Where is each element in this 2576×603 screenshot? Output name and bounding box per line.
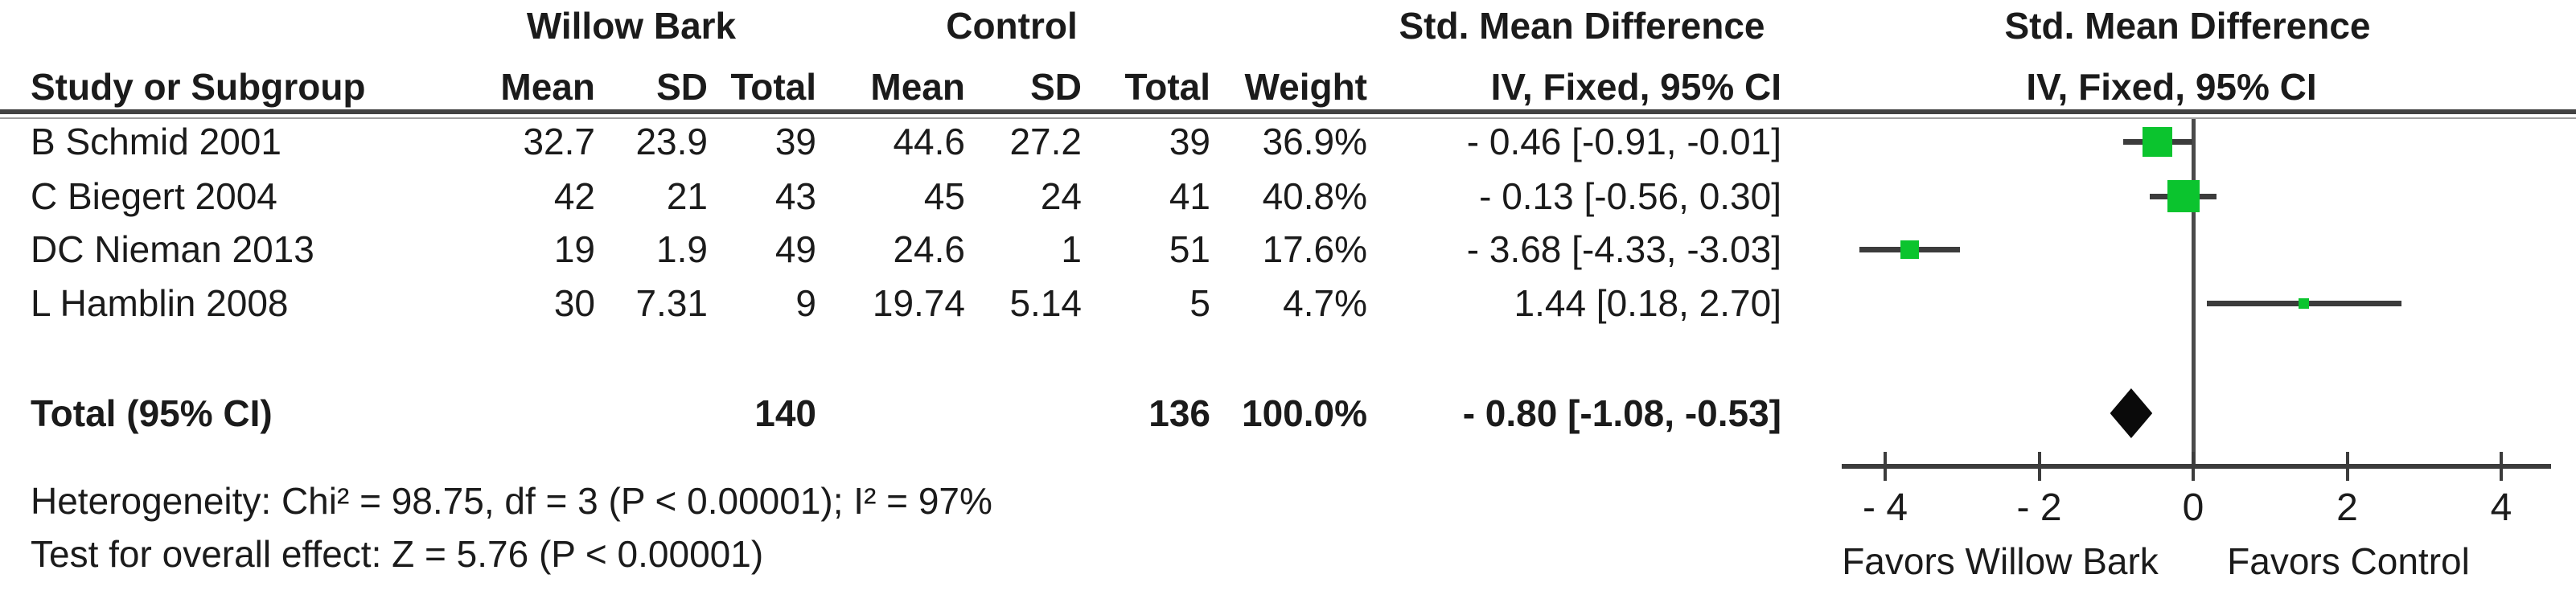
total-n-control: 136 <box>1148 392 1210 434</box>
weight-value: 4.7% <box>1283 282 1367 324</box>
weight-value: 17.6% <box>1262 228 1367 270</box>
mean-control: 45 <box>923 175 965 217</box>
smd-ci-value: 1.44 [0.18, 2.70] <box>1514 282 1782 324</box>
col-sd-c-header: SD <box>1030 66 1082 108</box>
sd-control: 5.14 <box>1009 282 1082 324</box>
axis-tick-label: 4 <box>2490 486 2512 529</box>
col-weight-header: Weight <box>1244 66 1367 108</box>
mean-control: 44.6 <box>893 121 965 162</box>
axis-tick-label: 2 <box>2336 486 2358 529</box>
study-label: L Hamblin 2008 <box>31 282 289 324</box>
sd-control: 1 <box>1061 228 1082 270</box>
sd-treatment: 7.31 <box>635 282 708 324</box>
smd-ci-value: - 0.13 [-0.56, 0.30] <box>1479 175 1781 217</box>
effect-square <box>2299 297 2310 309</box>
total-label: Total (95% CI) <box>31 392 273 434</box>
axis-tick <box>2192 452 2195 481</box>
mean-treatment: 42 <box>553 175 595 217</box>
total-control: 41 <box>1169 175 1210 217</box>
pooled-diamond <box>2110 388 2153 438</box>
study-label: B Schmid 2001 <box>31 121 281 162</box>
favors-treatment-label: Favors Willow Bark <box>1842 540 2159 582</box>
effect-square <box>2167 180 2200 212</box>
axis-tick <box>1884 452 1887 481</box>
col-ci-text-header: IV, Fixed, 95% CI <box>1490 66 1781 108</box>
sd-control: 27.2 <box>1009 121 1082 162</box>
sd-treatment: 21 <box>666 175 708 217</box>
mean-treatment: 32.7 <box>523 121 595 162</box>
overall-effect-note: Test for overall effect: Z = 5.76 (P < 0… <box>31 533 764 575</box>
axis-tick <box>2037 452 2041 481</box>
col-total-c-header: Total <box>1124 66 1210 108</box>
col-group-control-title: Control <box>946 5 1078 47</box>
sd-control: 24 <box>1040 175 1082 217</box>
total-control: 5 <box>1189 282 1210 324</box>
col-total-t-header: Total <box>730 66 816 108</box>
total-treatment: 49 <box>774 228 816 270</box>
total-treatment: 9 <box>795 282 816 324</box>
zero-line <box>2192 119 2196 466</box>
favors-control-label: Favors Control <box>2227 540 2470 582</box>
sd-treatment: 1.9 <box>656 228 708 270</box>
col-mean-t-header: Mean <box>500 66 595 108</box>
header-rule <box>0 109 2576 114</box>
x-axis-line <box>1842 464 2551 469</box>
col-smd-plot-title: Std. Mean Difference <box>2004 5 2371 47</box>
effect-square <box>1900 240 1920 259</box>
total-treatment: 43 <box>774 175 816 217</box>
total-control: 51 <box>1169 228 1210 270</box>
smd-ci-value: - 3.68 [-4.33, -3.03] <box>1466 228 1781 270</box>
weight-value: 36.9% <box>1262 121 1367 162</box>
total-treatment: 39 <box>774 121 816 162</box>
mean-treatment: 19 <box>553 228 595 270</box>
col-mean-c-header: Mean <box>870 66 965 108</box>
sd-treatment: 23.9 <box>635 121 708 162</box>
header-rule-shadow <box>0 117 2576 119</box>
smd-ci-value: - 0.46 [-0.91, -0.01] <box>1466 121 1781 162</box>
axis-tick <box>2345 452 2349 481</box>
axis-tick-label: - 4 <box>1862 486 1908 529</box>
weight-value: 40.8% <box>1262 175 1367 217</box>
mean-treatment: 30 <box>553 282 595 324</box>
col-ci-plot-header: IV, Fixed, 95% CI <box>2026 66 2317 108</box>
axis-tick <box>2500 452 2503 481</box>
axis-tick-label: - 2 <box>2016 486 2062 529</box>
mean-control: 24.6 <box>893 228 965 270</box>
mean-control: 19.74 <box>872 282 965 324</box>
effect-square <box>2143 126 2173 157</box>
axis-tick-label: 0 <box>2182 486 2204 529</box>
study-label: C Biegert 2004 <box>31 175 277 217</box>
col-sd-t-header: SD <box>656 66 708 108</box>
col-smd-text-title: Std. Mean Difference <box>1399 5 1765 47</box>
total-smd-ci: - 0.80 [-1.08, -0.53] <box>1462 392 1781 434</box>
col-study-header: Study or Subgroup <box>31 66 366 108</box>
total-control: 39 <box>1169 121 1210 162</box>
total-weight: 100.0% <box>1241 392 1367 434</box>
total-n-treatment: 140 <box>754 392 816 434</box>
col-group-treatment-title: Willow Bark <box>526 5 737 47</box>
heterogeneity-note: Heterogeneity: Chi² = 98.75, df = 3 (P <… <box>31 480 992 522</box>
study-label: DC Nieman 2013 <box>31 228 314 270</box>
